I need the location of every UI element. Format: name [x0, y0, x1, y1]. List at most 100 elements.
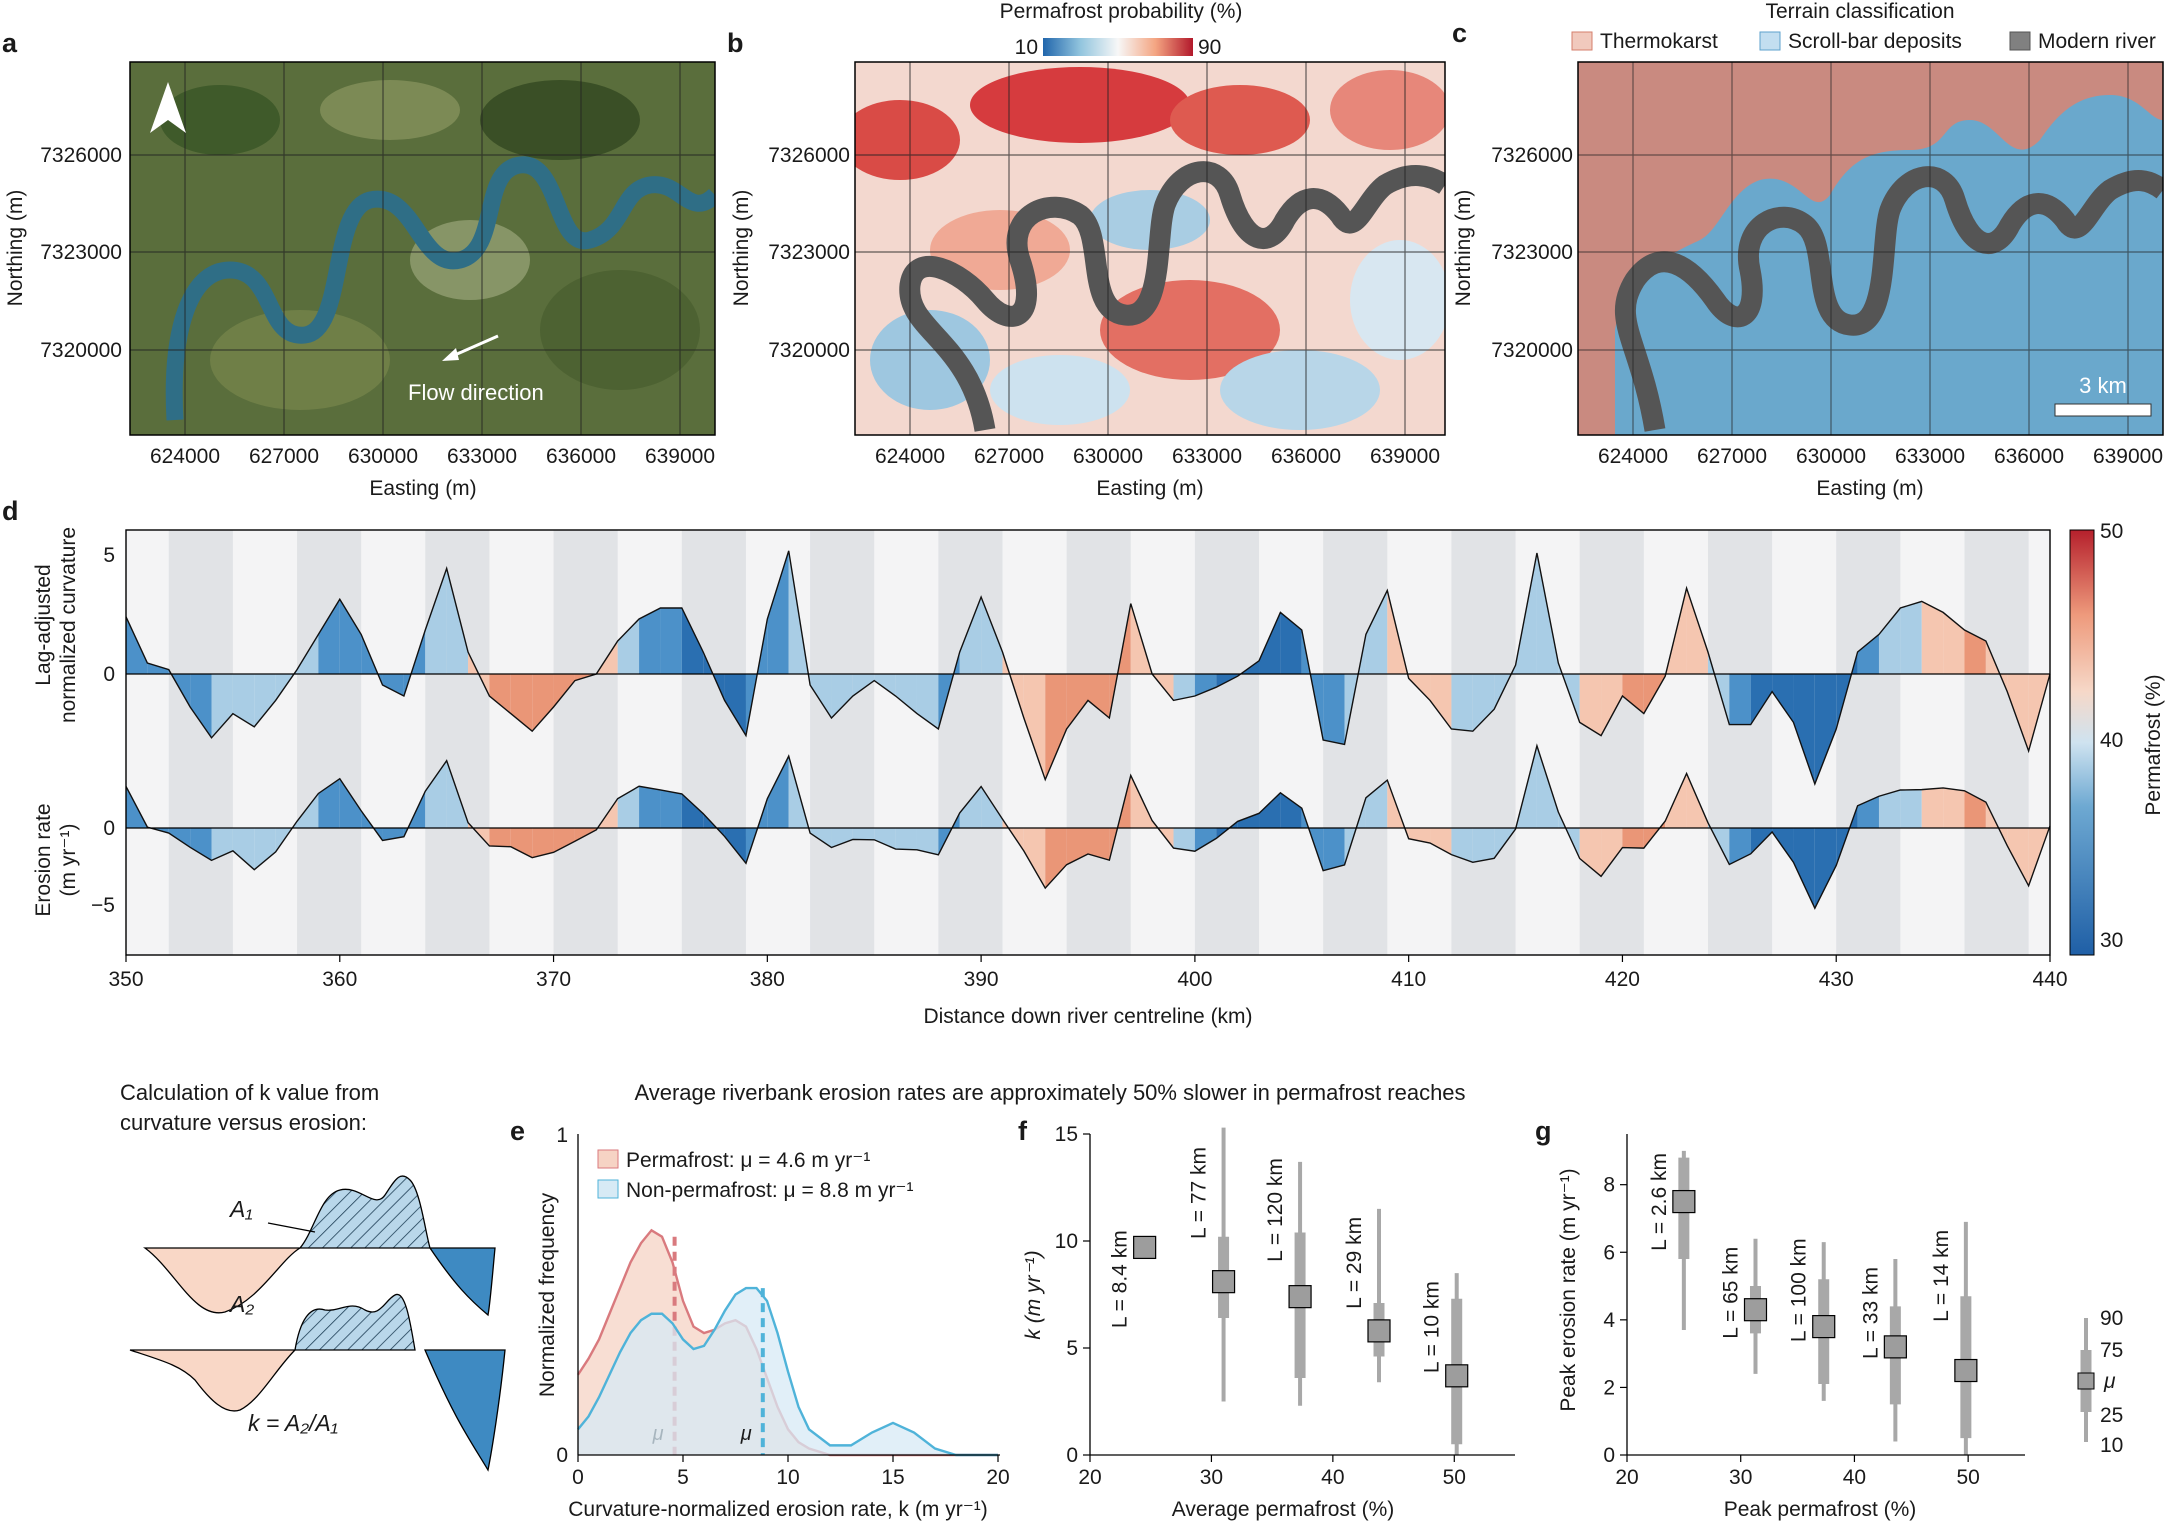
- curvature-segment: [1836, 652, 1858, 729]
- schematic-title-2: curvature versus erosion:: [120, 1110, 367, 1135]
- curvature-segment: [1622, 674, 1644, 714]
- e-xtick-label: 0: [572, 1466, 584, 1489]
- d-bend-band: [1194, 530, 1260, 955]
- map-b-ytick: 7323000: [768, 241, 850, 264]
- panel-letter-b: b: [727, 28, 744, 58]
- curvature-segment: [1259, 612, 1281, 674]
- erosion-segment: [297, 793, 319, 828]
- length-label: L = 65 km: [1719, 1247, 1742, 1339]
- panel-b-map: Permafrost probability (%) 10 90: [854, 0, 1446, 436]
- d-bend-band: [1066, 530, 1131, 955]
- erosion-segment: [1857, 796, 1879, 828]
- erosion-segment: [1066, 828, 1088, 865]
- d-ylabel-bottom-1: Erosion rate: [32, 803, 55, 916]
- e-mean-label-1: μ: [740, 1423, 752, 1445]
- xtick-label: 20: [1078, 1466, 1101, 1489]
- e-legend-permafrost: Permafrost: μ = 4.6 m yr⁻¹: [626, 1149, 870, 1172]
- d-xtick-label: 420: [1605, 968, 1640, 991]
- map-a-ytick: 7323000: [40, 241, 122, 264]
- mean-marker: [1883, 1335, 1907, 1359]
- curvature-segment: [1729, 674, 1751, 725]
- curvature-segment: [1451, 674, 1473, 732]
- d-bend-band: [425, 530, 490, 955]
- map-c-ytick: 7326000: [1491, 144, 1573, 167]
- d-ytick-top-5: 5: [103, 544, 115, 567]
- erosion-segment: [1130, 775, 1153, 828]
- ytick-label: 0: [1603, 1444, 1615, 1467]
- ytick-label: 10: [1055, 1230, 1078, 1253]
- panel-letter-a: a: [2, 28, 18, 58]
- curvature-segment: [1408, 674, 1431, 701]
- length-label: L = 77 km: [1188, 1147, 1211, 1239]
- map-a-xtick: 633000: [447, 445, 517, 468]
- d-ytick-bottom-m5: −5: [91, 894, 115, 917]
- curvature-segment: [1579, 674, 1602, 736]
- xtick-label: 20: [1615, 1466, 1638, 1489]
- curvature-segment: [147, 663, 169, 674]
- curvature-segment: [1900, 601, 1922, 674]
- curvature-segment: [1023, 674, 1046, 780]
- curvature-segment: [1472, 674, 1495, 732]
- map-c-ytick: 7323000: [1491, 241, 1573, 264]
- length-label: L = 10 km: [1421, 1281, 1444, 1373]
- map-b-ytick: 7326000: [768, 144, 850, 167]
- curvature-segment: [959, 597, 982, 674]
- erosion-segment: [425, 760, 447, 828]
- map-b-xtick: 633000: [1172, 445, 1242, 468]
- cbar-tick-30: 30: [2100, 929, 2123, 952]
- map-axes-a: 624000 627000 630000 633000 636000 63900…: [4, 144, 715, 500]
- curvature-segment: [1601, 674, 1623, 736]
- g-key-75: 75: [2100, 1339, 2123, 1362]
- curvature-segment: [1964, 630, 1986, 674]
- map-a-xtick: 630000: [348, 445, 418, 468]
- erosion-segment: [1259, 792, 1281, 828]
- legend-scroll-swatch: [1759, 31, 1781, 51]
- erosion-segment: [1836, 805, 1858, 866]
- mean-marker: [1445, 1364, 1469, 1388]
- legend-thermokarst: Thermokarst: [1600, 30, 1718, 53]
- erosion-segment: [874, 828, 896, 850]
- d-xtick-label: 390: [964, 968, 999, 991]
- scale-bar: [2054, 403, 2152, 417]
- probability-max: 90: [1198, 36, 1221, 59]
- curvature-segment: [232, 674, 255, 727]
- curvature-segment: [382, 674, 404, 696]
- map-c-xtick: 627000: [1697, 445, 1767, 468]
- erosion-segment: [1793, 828, 1815, 909]
- d-xtick-label: 410: [1391, 968, 1426, 991]
- erosion-segment: [1665, 773, 1687, 828]
- erosion-segment: [1109, 775, 1131, 861]
- e-ytick-0: 0: [556, 1444, 568, 1467]
- legend-river-swatch: [2009, 31, 2031, 51]
- scale-bar-label: 3 km: [2079, 373, 2127, 398]
- curvature-segment: [874, 674, 896, 696]
- e-line-1: [577, 1286, 998, 1457]
- curvature-segment: [1857, 634, 1879, 674]
- g-key: 90 75 μ 25 10: [2077, 1307, 2123, 1457]
- mean-marker: [1812, 1314, 1836, 1339]
- erosion-segment: [1237, 813, 1260, 828]
- erosion-segment: [1045, 828, 1067, 889]
- xtick-label: 40: [1843, 1466, 1866, 1489]
- panel-letter-d: d: [2, 496, 19, 526]
- ytick-label: 4: [1603, 1309, 1615, 1332]
- d-bend-band: [1836, 530, 1901, 955]
- north-arrow-icon: [150, 82, 186, 133]
- mean-marker: [1672, 1189, 1696, 1214]
- erosion-segment: [916, 828, 939, 855]
- panel-f-plot: L = 8.4 km L = 77 km L = 120 km L = 29 km L …: [1109, 1127, 1469, 1455]
- curvature-segment: [446, 568, 469, 674]
- curvature-segment: [1814, 674, 1837, 784]
- k-schematic: Calculation of k value from curvature ve…: [120, 1080, 506, 1472]
- panel-e: μμ 0 5 10 15 20 1 0 Normalized frequency Cur…: [536, 1124, 1010, 1521]
- curvature-segment: [532, 674, 554, 732]
- erosion-segment: [190, 828, 212, 861]
- map-b-xlabel: Easting (m): [1096, 477, 1203, 500]
- map-c-xtick: 636000: [1994, 445, 2064, 468]
- curvature-segment: [1045, 674, 1067, 780]
- g-xlabel: Peak permafrost (%): [1724, 1498, 1917, 1521]
- erosion-segment: [2007, 828, 2029, 886]
- erosion-segment: [168, 828, 191, 848]
- d-xticks: 350 360 370 380 390 400 410 420 430 440: [108, 955, 2068, 991]
- map-a-xtick: 639000: [645, 445, 715, 468]
